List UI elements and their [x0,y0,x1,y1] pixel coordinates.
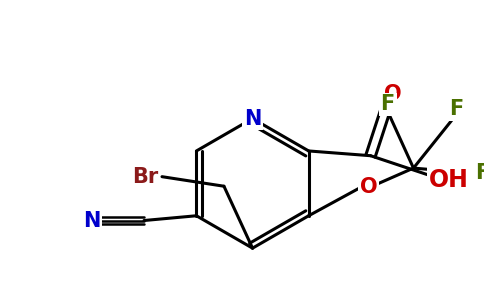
Text: F: F [475,163,484,183]
Text: Br: Br [132,167,158,187]
Text: N: N [83,211,100,230]
Text: O: O [360,177,378,197]
Text: N: N [244,109,261,129]
Text: OH: OH [429,167,469,191]
Text: O: O [384,84,401,104]
Text: F: F [449,99,464,119]
Text: F: F [380,94,395,114]
